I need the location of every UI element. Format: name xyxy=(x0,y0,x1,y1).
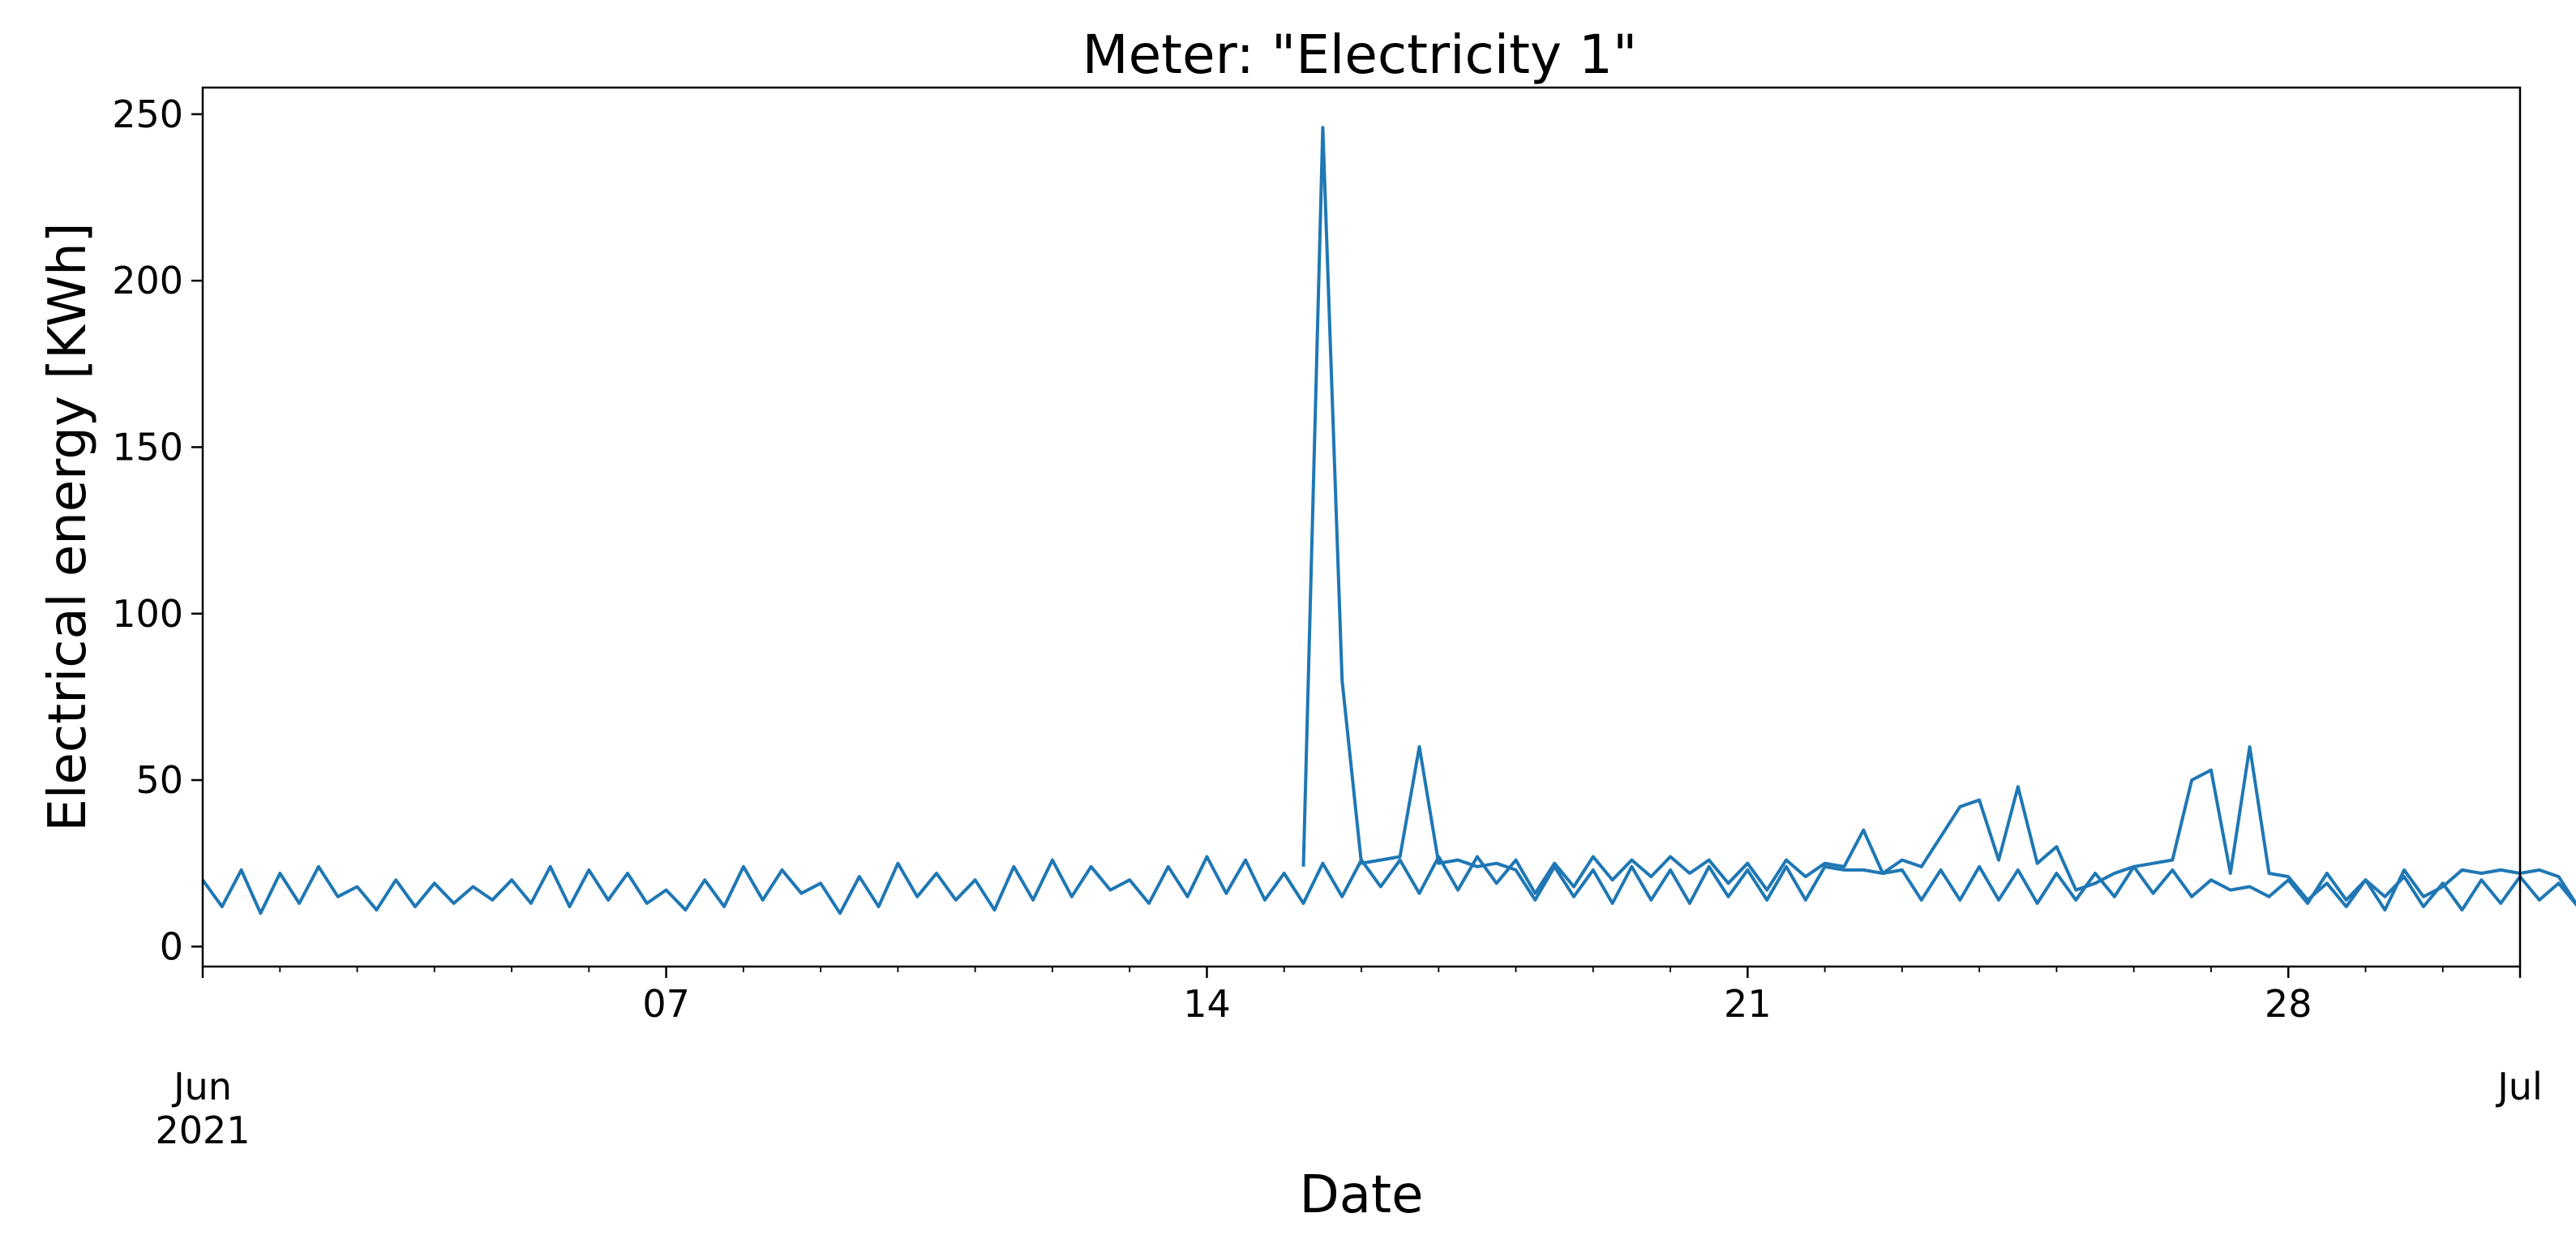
x-tick-label: 07 xyxy=(642,982,690,1026)
series-line xyxy=(1301,126,2576,912)
x-tick-label: Jul xyxy=(2495,1065,2543,1108)
x-axis-label: Date xyxy=(1300,1165,1424,1225)
y-tick-label: 150 xyxy=(112,425,183,469)
y-tick-label: 250 xyxy=(112,92,183,136)
y-tick-label: 0 xyxy=(160,924,183,968)
x-tick-label: Jun xyxy=(171,1065,232,1108)
plot-area xyxy=(201,126,2576,915)
x-tick-label: 14 xyxy=(1183,982,1231,1026)
x-tick-label: 21 xyxy=(1724,982,1772,1026)
x-tick-label: 28 xyxy=(2265,982,2312,1026)
y-axis: 0 50 100 150 200 250 xyxy=(112,92,203,968)
y-tick-label: 50 xyxy=(135,758,183,802)
x-tick-sublabel: 2021 xyxy=(155,1108,250,1152)
y-tick-label: 200 xyxy=(112,259,183,302)
chart-title: Meter: "Electricity 1" xyxy=(1082,24,1638,86)
y-tick-label: 100 xyxy=(112,592,183,636)
y-axis-label: Electrical energy [KWh] xyxy=(38,222,98,831)
series-line xyxy=(201,745,2576,915)
